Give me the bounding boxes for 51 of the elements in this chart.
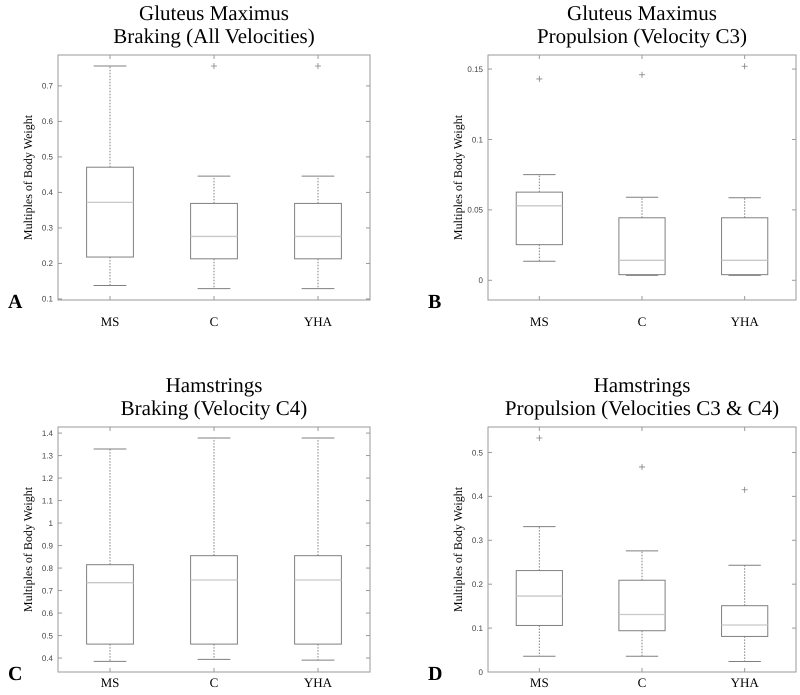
x-tick-label: MS bbox=[530, 675, 549, 690]
y-tick-label: 0.4 bbox=[42, 188, 54, 198]
y-tick-label: 0.8 bbox=[42, 564, 54, 573]
text: A bbox=[8, 291, 23, 313]
y-tick-label: 0.3 bbox=[42, 224, 54, 233]
x-tick-label: YHA bbox=[304, 314, 333, 329]
y-tick-label: 0.2 bbox=[42, 259, 54, 268]
y-tick-label: 0.05 bbox=[467, 206, 484, 215]
y-tick-label: 0.5 bbox=[472, 448, 484, 458]
y-tick-label: 1.1 bbox=[42, 496, 54, 506]
y-tick-label: 0.2 bbox=[472, 580, 484, 589]
x-tick-label: C bbox=[210, 314, 218, 329]
y-tick-label: 0.4 bbox=[42, 654, 54, 663]
y-tick-label: 0.4 bbox=[472, 492, 484, 502]
y-tick-label: 0.7 bbox=[42, 586, 54, 596]
y-tick-label: 1.2 bbox=[42, 474, 54, 483]
y-tick-label: 0.5 bbox=[42, 152, 54, 162]
y-tick-label: 0 bbox=[478, 668, 484, 677]
y-tick-label: 0.1 bbox=[472, 624, 484, 633]
y-tick-label: 0.5 bbox=[42, 631, 54, 640]
x-tick-label: YHA bbox=[730, 314, 760, 329]
y-tick-label: 0.3 bbox=[472, 536, 484, 546]
text: D bbox=[428, 663, 442, 685]
y-tick-label: 0 bbox=[478, 276, 484, 286]
text: B bbox=[428, 291, 442, 313]
y-tick-label: 0.1 bbox=[472, 135, 484, 144]
x-tick-label: C bbox=[638, 314, 646, 329]
chart-title: Hamstrings Propulsion (Velocities C3 & C4) bbox=[504, 373, 780, 420]
y-tick-label: 1.4 bbox=[42, 428, 54, 438]
x-tick-label: C bbox=[638, 675, 646, 690]
y-tick-label: 1.3 bbox=[42, 451, 54, 460]
y-tick-label: 0.9 bbox=[42, 541, 54, 550]
chart-title: Gluteus Maximus Propulsion (Velocity C3) bbox=[537, 1, 747, 48]
y-axis-title: Multiples of Body Weight bbox=[21, 114, 35, 240]
y-axis-title: Multiples of Body Weight bbox=[451, 114, 465, 240]
chart-title: Gluteus Maximus Braking (All Velocities) bbox=[113, 1, 315, 48]
x-tick-label: YHA bbox=[304, 675, 333, 690]
x-tick-label: C bbox=[210, 675, 218, 690]
y-axis-title: Multiples of Body Weight bbox=[451, 486, 465, 612]
y-tick-label: 0.6 bbox=[42, 608, 54, 618]
y-tick-label: 0.6 bbox=[42, 117, 54, 126]
y-tick-label: 1 bbox=[48, 518, 54, 528]
x-tick-label: YHA bbox=[730, 675, 760, 690]
chart-title: Hamstrings Braking (Velocity C4) bbox=[120, 373, 308, 420]
y-tick-label: 0.15 bbox=[467, 64, 484, 74]
x-tick-label: MS bbox=[100, 675, 120, 690]
y-tick-label: 0.1 bbox=[42, 294, 54, 304]
y-axis-title: Multiples of Body Weight bbox=[21, 486, 35, 612]
x-tick-label: MS bbox=[100, 314, 120, 329]
x-tick-label: MS bbox=[530, 314, 549, 329]
y-tick-label: 0.7 bbox=[42, 82, 54, 91]
